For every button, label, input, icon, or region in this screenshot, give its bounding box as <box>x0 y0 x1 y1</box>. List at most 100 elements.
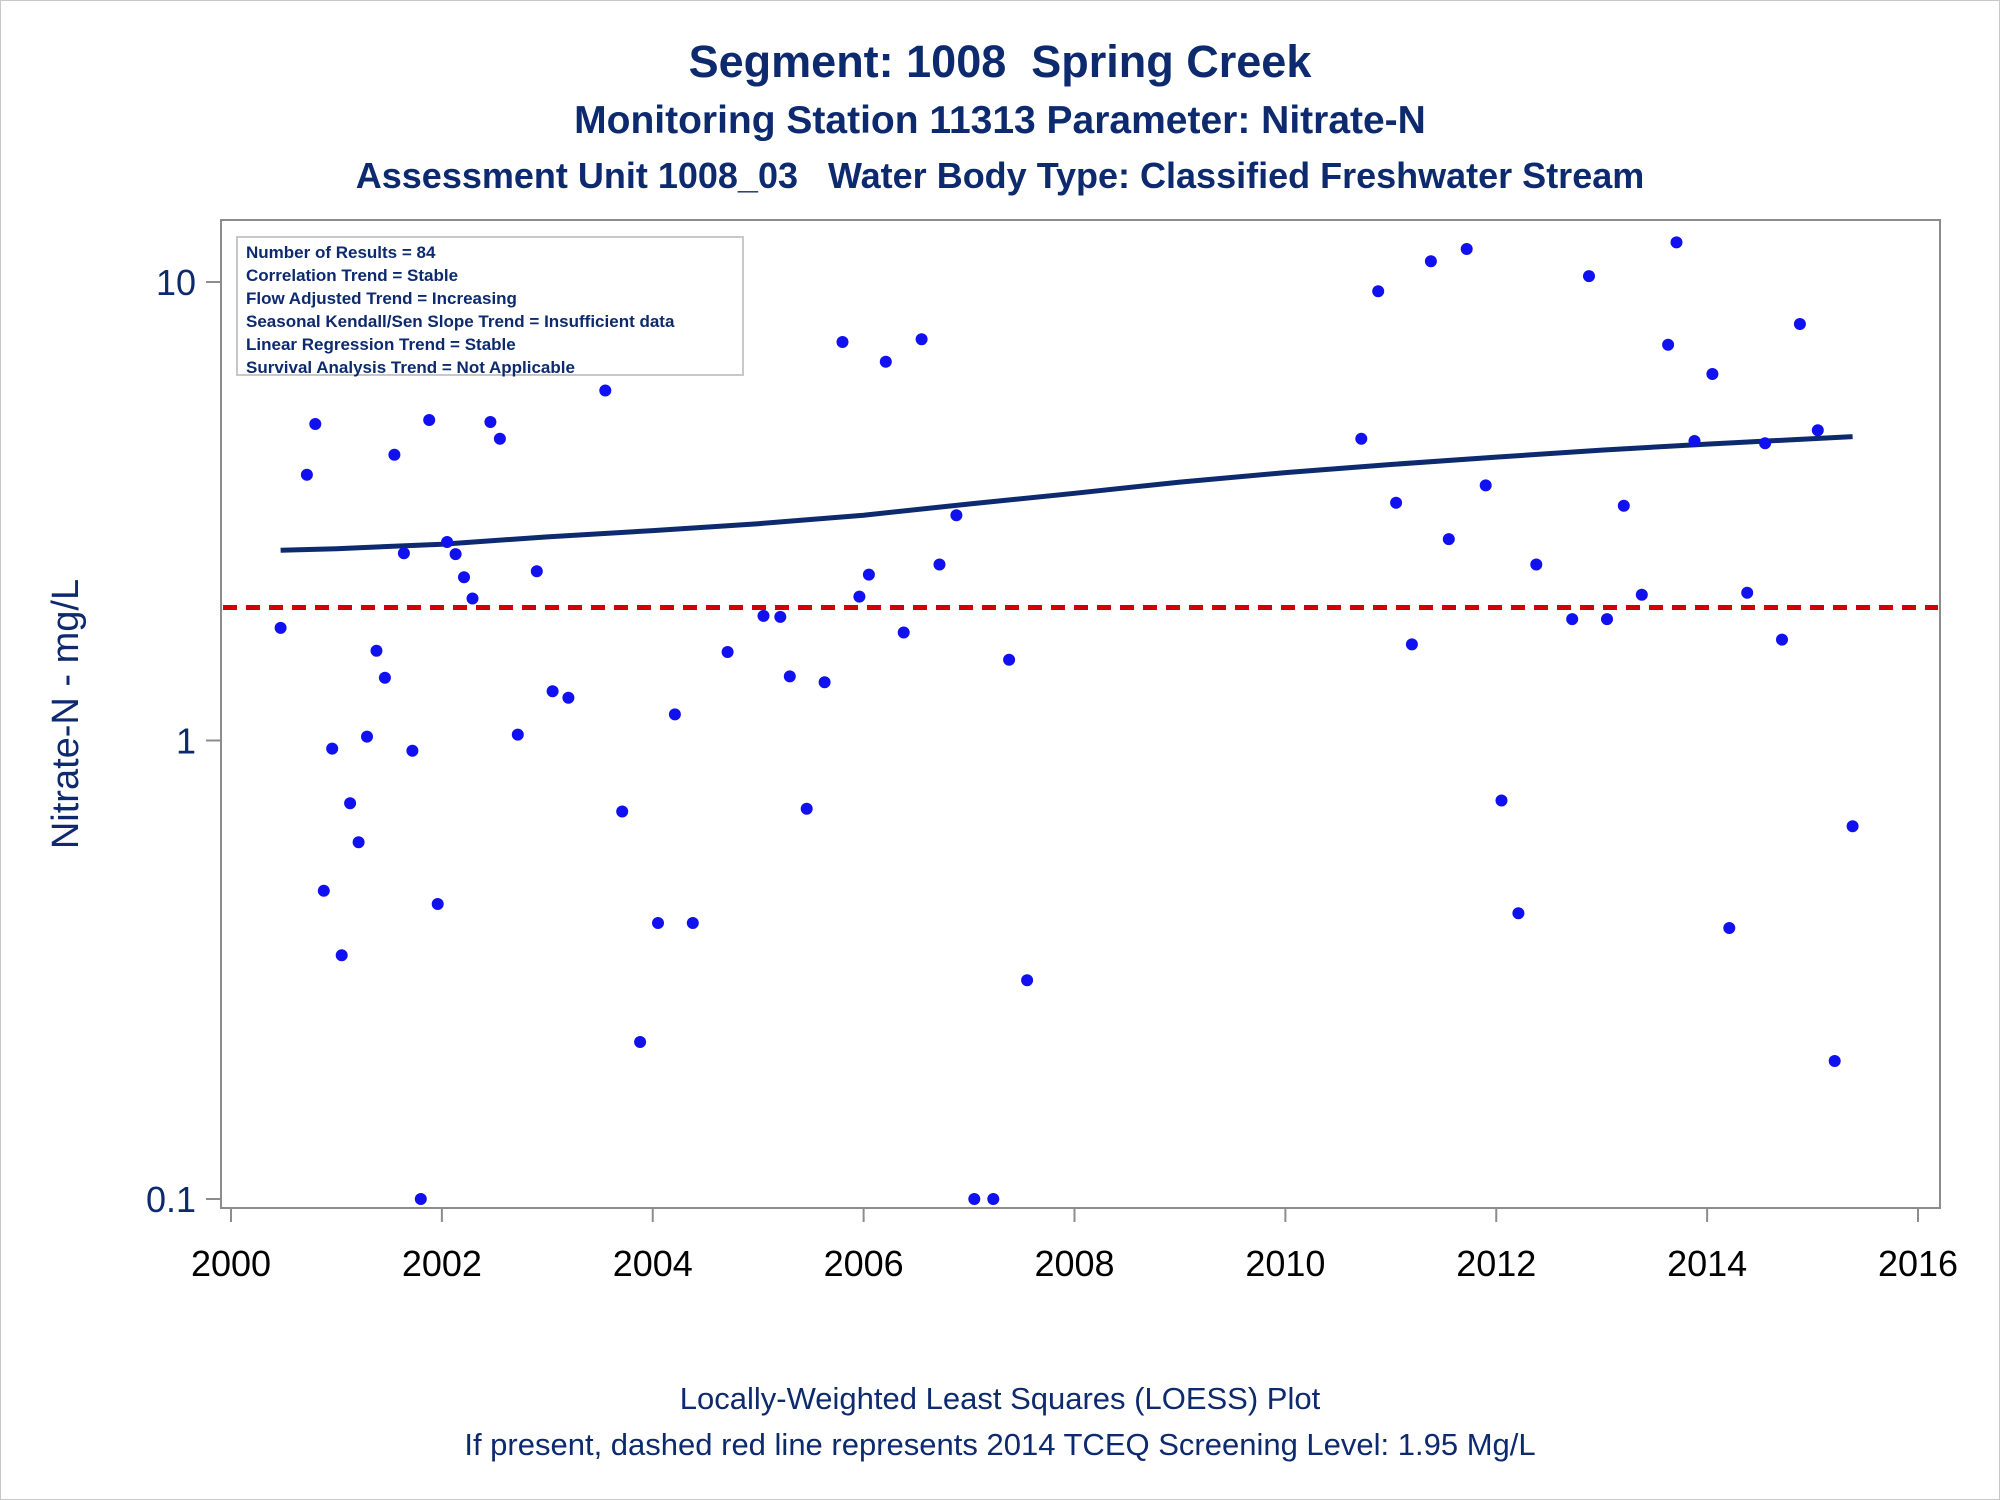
data-point <box>1670 236 1683 249</box>
data-point <box>1776 633 1788 646</box>
x-tick-label: 2004 <box>613 1243 693 1284</box>
data-point <box>317 884 330 897</box>
data-point <box>335 949 348 962</box>
data-point <box>818 676 831 689</box>
y-axis-label: Nitrate-N - mg/L <box>45 579 87 849</box>
chart-subtitle-assessment: Assessment Unit 1008_03 Water Body Type:… <box>355 155 1645 196</box>
data-point <box>836 336 849 348</box>
data-point <box>309 418 322 430</box>
data-point <box>1688 435 1701 447</box>
data-point <box>1405 638 1418 651</box>
x-tick-label: 2016 <box>1878 1243 1958 1284</box>
footnote-screening: If present, dashed red line represents 2… <box>464 1427 1536 1462</box>
data-point <box>1003 653 1016 666</box>
legend-item-linear-regression: Linear Regression Trend = Stable <box>246 335 516 354</box>
data-point <box>1495 794 1508 807</box>
data-point <box>1479 479 1492 492</box>
data-point <box>757 609 770 622</box>
data-point <box>1566 613 1579 626</box>
data-point <box>915 333 928 346</box>
data-point <box>1811 424 1824 437</box>
data-point <box>1372 285 1385 298</box>
data-point <box>388 448 401 461</box>
data-point <box>466 592 479 605</box>
data-points <box>274 236 1859 1205</box>
data-point <box>783 670 796 683</box>
data-point <box>300 468 313 481</box>
x-tick-label: 2008 <box>1034 1243 1114 1284</box>
data-point <box>344 797 357 810</box>
data-point <box>1390 496 1403 509</box>
data-point <box>1723 922 1736 934</box>
data-point <box>1759 437 1772 450</box>
data-point <box>879 355 892 368</box>
data-point <box>1460 243 1473 255</box>
data-point <box>897 626 910 639</box>
data-point <box>449 548 462 561</box>
data-point <box>431 898 444 910</box>
data-point <box>370 644 383 657</box>
data-point <box>668 708 681 721</box>
data-point <box>599 384 612 397</box>
data-point <box>1617 499 1630 512</box>
footnote-loess: Locally-Weighted Least Squares (LOESS) P… <box>679 1381 1321 1416</box>
data-point <box>853 590 866 603</box>
legend-item-flow-adjusted: Flow Adjusted Trend = Increasing <box>246 289 517 308</box>
x-tick-label: 2012 <box>1456 1243 1536 1284</box>
data-point <box>634 1036 647 1048</box>
data-point <box>1355 432 1368 445</box>
x-axis: 2000 2002 2004 2006 2008 2010 2012 2014 2016 <box>191 1208 1958 1284</box>
legend-item-correlation: Correlation Trend = Stable <box>246 266 459 285</box>
data-point <box>397 547 410 560</box>
data-point <box>1635 588 1648 601</box>
data-point <box>352 836 365 849</box>
data-point <box>423 414 436 426</box>
data-point <box>1828 1055 1841 1067</box>
data-point <box>1442 533 1455 546</box>
data-point <box>652 917 664 929</box>
data-point <box>1583 270 1595 283</box>
y-axis: 0.1 1 10 <box>146 262 221 1220</box>
y-tick-label: 0.1 <box>146 1179 196 1220</box>
legend-item-survival: Survival Analysis Trend = Not Applicable <box>246 358 575 377</box>
y-tick-label: 1 <box>176 721 196 762</box>
x-tick-label: 2002 <box>402 1243 482 1284</box>
data-point <box>1424 255 1437 268</box>
data-point <box>458 571 470 584</box>
data-point <box>616 805 629 818</box>
y-tick-label: 10 <box>156 262 196 303</box>
data-point <box>1530 558 1543 571</box>
chart-subtitle-station: Monitoring Station 11313 Parameter: Nitr… <box>574 99 1426 142</box>
data-point <box>933 558 946 571</box>
loess-curve <box>280 434 1853 553</box>
data-point <box>511 728 524 741</box>
data-point <box>950 509 963 522</box>
data-point <box>862 568 875 581</box>
data-point <box>441 536 454 548</box>
data-point <box>562 691 575 704</box>
x-tick-label: 2010 <box>1245 1243 1325 1284</box>
legend-item-seasonal-kendall: Seasonal Kendall/Sen Slope Trend = Insuf… <box>246 312 675 331</box>
data-point <box>721 646 734 658</box>
x-tick-label: 2000 <box>191 1243 271 1284</box>
data-point <box>774 610 787 623</box>
legend-item-results: Number of Results = 84 <box>246 243 436 262</box>
data-point <box>1706 368 1719 380</box>
data-point <box>800 802 813 815</box>
data-point <box>546 685 559 698</box>
data-point <box>987 1193 1000 1205</box>
data-point <box>1662 338 1675 351</box>
data-point <box>326 742 339 755</box>
data-point <box>406 744 419 757</box>
data-point <box>686 917 699 929</box>
data-point <box>378 671 391 684</box>
data-point <box>484 416 497 428</box>
data-point <box>493 432 506 445</box>
x-tick-label: 2006 <box>824 1243 904 1284</box>
chart-title: Segment: 1008 Spring Creek <box>688 36 1312 87</box>
data-point <box>1741 586 1754 599</box>
data-point <box>1512 907 1525 920</box>
data-point <box>530 565 543 578</box>
data-point <box>1601 613 1613 626</box>
